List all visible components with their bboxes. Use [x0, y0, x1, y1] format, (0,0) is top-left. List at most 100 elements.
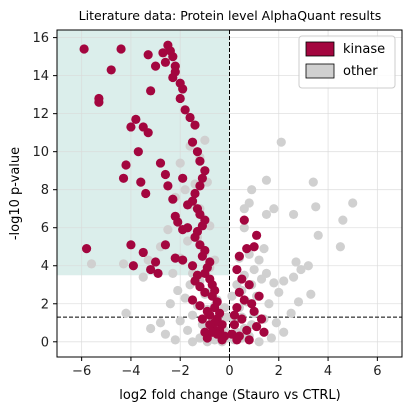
legend-swatch-kinase	[305, 41, 335, 57]
data-point-kinase	[205, 320, 215, 330]
data-point-other	[288, 272, 299, 282]
data-point-kinase	[256, 314, 267, 324]
legend: kinase other	[298, 35, 396, 89]
data-point-kinase	[136, 177, 146, 187]
data-point-kinase	[183, 200, 193, 210]
data-point-other	[138, 272, 148, 282]
data-point-other	[173, 285, 183, 296]
data-point-kinase	[187, 295, 198, 305]
data-point-kinase	[160, 169, 171, 180]
x-tick-label: −4	[121, 364, 140, 379]
x-axis-label: log2 fold change (Stauro vs CTRL)	[119, 388, 340, 403]
highlight-region	[57, 30, 230, 276]
legend-label-other: other	[343, 64, 378, 79]
data-point-kinase	[118, 173, 129, 183]
data-point-other	[247, 185, 257, 195]
data-point-other	[264, 299, 274, 309]
data-point-kinase	[138, 247, 148, 258]
data-point-kinase	[239, 215, 249, 225]
data-point-kinase	[190, 120, 200, 130]
data-point-kinase	[259, 327, 269, 337]
data-point-kinase	[153, 268, 163, 278]
data-point-kinase	[232, 302, 242, 313]
y-tick-label: 16	[32, 31, 49, 46]
data-point-other	[259, 244, 269, 254]
data-point-kinase	[197, 173, 207, 183]
data-point-kinase	[229, 320, 240, 330]
data-point-other	[187, 337, 198, 347]
x-tick-label: 2	[275, 364, 283, 379]
x-tick-label: 0	[225, 364, 233, 379]
data-point-kinase	[237, 274, 247, 284]
data-point-other	[254, 255, 264, 265]
data-point-other	[118, 259, 129, 269]
data-point-kinase	[192, 147, 203, 157]
data-point-other	[335, 242, 345, 252]
y-tick-label: 2	[41, 297, 49, 312]
data-point-kinase	[170, 253, 180, 263]
data-point-other	[146, 323, 156, 334]
data-point-kinase	[237, 314, 247, 324]
data-point-kinase	[178, 255, 188, 265]
y-tick-label: 12	[32, 107, 49, 122]
reference-lines	[57, 30, 402, 357]
data-point-kinase	[227, 329, 237, 339]
data-point-other	[286, 308, 296, 318]
data-point-kinase	[163, 181, 173, 191]
data-point-kinase	[195, 181, 205, 191]
data-point-kinase	[79, 44, 89, 54]
data-point-other	[338, 215, 348, 225]
data-point-kinase	[168, 52, 178, 62]
data-point-kinase	[143, 128, 153, 138]
data-point-kinase	[180, 105, 190, 115]
chart-title: Literature data: Protein level AlphaQuan…	[79, 8, 382, 23]
data-point-kinase	[200, 166, 210, 176]
data-point-other	[175, 158, 185, 168]
x-axis: −6 −4 −2 0 2 4 6	[72, 357, 381, 379]
data-point-kinase	[187, 137, 198, 147]
data-point-other	[180, 293, 190, 303]
legend-label-kinase: kinase	[343, 42, 385, 57]
data-point-other	[165, 299, 175, 309]
data-point-kinase	[178, 173, 188, 183]
data-point-kinase	[247, 299, 257, 309]
data-point-other	[291, 257, 301, 267]
data-point-other	[187, 310, 198, 320]
data-point-kinase	[249, 306, 259, 316]
data-point-kinase	[116, 44, 126, 54]
data-point-kinase	[183, 223, 193, 233]
data-point-other	[244, 198, 254, 208]
data-point-kinase	[185, 112, 195, 123]
data-point-kinase	[133, 147, 143, 157]
data-point-other	[279, 276, 289, 286]
data-point-kinase	[232, 264, 242, 275]
data-point-kinase	[158, 48, 168, 58]
data-point-kinase	[229, 310, 240, 320]
data-point-other	[183, 325, 193, 335]
data-point-kinase	[200, 287, 210, 297]
data-point-kinase	[143, 50, 153, 60]
x-tick-label: −6	[72, 364, 91, 379]
legend-swatch-other	[305, 63, 335, 79]
data-point-kinase	[131, 114, 141, 124]
x-tick-label: −2	[171, 364, 190, 379]
data-point-kinase	[106, 65, 116, 75]
data-point-other	[261, 209, 272, 220]
data-point-other	[311, 202, 321, 212]
data-point-other	[276, 137, 286, 147]
data-point-kinase	[155, 158, 166, 168]
y-axis-label: -log10 p-value	[8, 147, 23, 240]
data-point-kinase	[190, 232, 200, 242]
y-tick-label: 10	[32, 145, 49, 160]
data-point-other	[254, 337, 264, 347]
data-point-other	[155, 318, 166, 328]
y-tick-label: 14	[32, 69, 49, 84]
data-point-other	[308, 177, 318, 187]
data-point-kinase	[195, 156, 205, 166]
y-tick-label: 4	[41, 259, 49, 274]
data-point-kinase	[150, 257, 161, 267]
data-point-other	[183, 236, 193, 246]
data-point-other	[143, 255, 153, 265]
y-tick-label: 0	[41, 335, 49, 350]
data-point-other	[170, 335, 180, 345]
